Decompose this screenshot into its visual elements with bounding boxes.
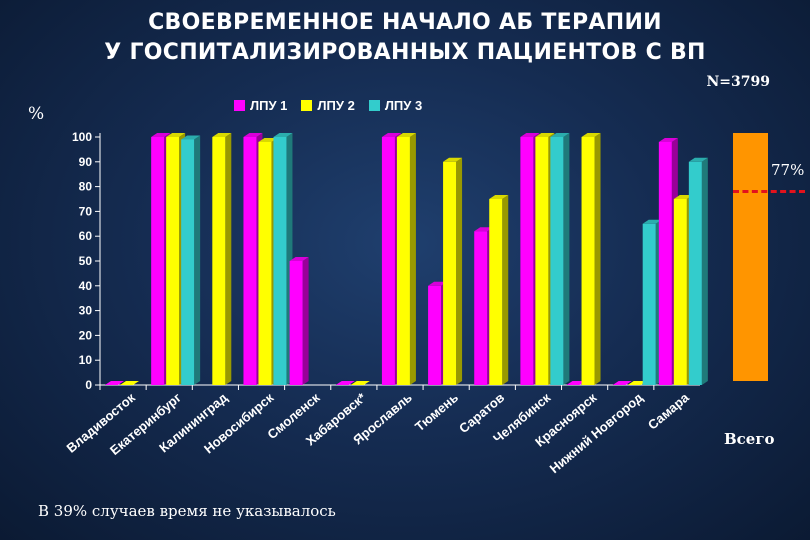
y-axis-label: %: [28, 104, 45, 124]
bar-top: [550, 133, 570, 137]
total-reference-line: [733, 190, 805, 194]
y-tick-label: 50: [79, 254, 93, 268]
y-tick-label: 90: [79, 155, 93, 169]
bar-top: [443, 157, 463, 162]
y-tick-label: 100: [72, 130, 92, 144]
y-tick-label: 10: [79, 353, 93, 367]
bar-top: [673, 195, 693, 199]
bar: [273, 137, 287, 385]
bar-top: [381, 133, 401, 137]
bar: [688, 161, 702, 385]
bar: [443, 161, 457, 385]
footnote: В 39% случаев время не указывалось: [38, 502, 336, 520]
legend-swatch-2: [301, 100, 313, 111]
y-tick-label: 30: [79, 304, 93, 318]
chart-legend: ЛПУ 1 ЛПУ 2 ЛПУ 3: [234, 98, 422, 113]
bar: [166, 137, 180, 385]
bar: [489, 199, 503, 385]
bar-side: [563, 133, 570, 385]
bar: [258, 141, 272, 385]
x-category-label: Самара: [645, 389, 692, 432]
bar-top: [243, 133, 263, 137]
total-bar: [733, 133, 768, 381]
bar: [381, 137, 395, 385]
y-tick-label: 60: [79, 229, 93, 243]
bar-zero: [335, 381, 355, 385]
legend-label-3: ЛПУ 3: [384, 98, 423, 113]
bar: [474, 231, 488, 385]
bar-top: [396, 133, 416, 137]
bar-top: [181, 135, 201, 140]
bar: [151, 137, 165, 385]
bar-zero: [627, 381, 647, 385]
x-category-label: Тюмень: [412, 390, 461, 435]
legend-swatch-3: [368, 100, 380, 111]
bar: [658, 141, 672, 385]
bar: [428, 285, 442, 385]
bar-top: [258, 137, 278, 142]
bar: [581, 137, 595, 385]
bar-zero: [120, 381, 139, 385]
bar: [212, 137, 226, 385]
legend-item-2: ЛПУ 2: [301, 98, 355, 113]
bar-side: [456, 157, 463, 385]
bar-top: [474, 227, 494, 232]
bar: [289, 261, 303, 385]
bar-side: [225, 133, 232, 385]
legend-item-1: ЛПУ 1: [234, 98, 287, 113]
bar-top: [520, 133, 540, 137]
bar-top: [581, 133, 601, 137]
bar: [520, 137, 534, 385]
y-tick-label: 0: [85, 378, 92, 392]
bar-top: [151, 133, 171, 137]
bar-top: [688, 157, 708, 162]
legend-swatch-1: [234, 100, 245, 111]
title-line-1: СВОЕВРЕМЕННОЕ НАЧАЛО АБ ТЕРАПИИ: [148, 10, 662, 35]
bar-top: [489, 195, 509, 199]
bar-top: [166, 133, 186, 137]
bar-zero: [612, 381, 632, 385]
legend-label-1: ЛПУ 1: [250, 98, 288, 113]
bar: [396, 137, 410, 385]
total-reference-label: 77%: [771, 161, 805, 179]
bar-side: [302, 257, 309, 385]
bar-top: [273, 133, 293, 137]
bar-zero: [566, 381, 586, 385]
bar-top: [658, 137, 678, 142]
bar-side: [594, 133, 601, 385]
bar-side: [194, 135, 201, 385]
bar: [642, 223, 656, 385]
bar-top: [212, 133, 232, 137]
legend-label-2: ЛПУ 2: [317, 98, 355, 113]
bar: [535, 137, 549, 385]
bar-side: [409, 133, 416, 385]
y-tick-label: 20: [79, 328, 93, 342]
bar: [550, 137, 564, 385]
bar-side: [701, 157, 708, 385]
y-tick-label: 40: [79, 279, 93, 293]
title-line-2: У ГОСПИТАЛИЗИРОВАННЫХ ПАЦИЕНТОВ С ВП: [104, 40, 706, 65]
y-tick-label: 80: [79, 180, 93, 194]
bar-top: [642, 219, 662, 224]
bar-top: [428, 281, 448, 286]
bar: [181, 139, 195, 385]
chart-title: СВОЕВРЕМЕННОЕ НАЧАЛО АБ ТЕРАПИИ У ГОСПИТ…: [0, 8, 810, 68]
total-category-label: Всего: [724, 430, 775, 448]
bar-top: [289, 257, 309, 261]
y-tick-label: 70: [79, 204, 93, 218]
bar-zero: [350, 381, 370, 385]
legend-item-3: ЛПУ 3: [368, 98, 423, 113]
bar-top: [535, 133, 555, 137]
bar: [673, 199, 687, 385]
bar-zero: [105, 381, 124, 385]
bar: [243, 137, 257, 385]
bar-side: [502, 195, 509, 385]
sample-size-label: N=3799: [706, 74, 771, 90]
